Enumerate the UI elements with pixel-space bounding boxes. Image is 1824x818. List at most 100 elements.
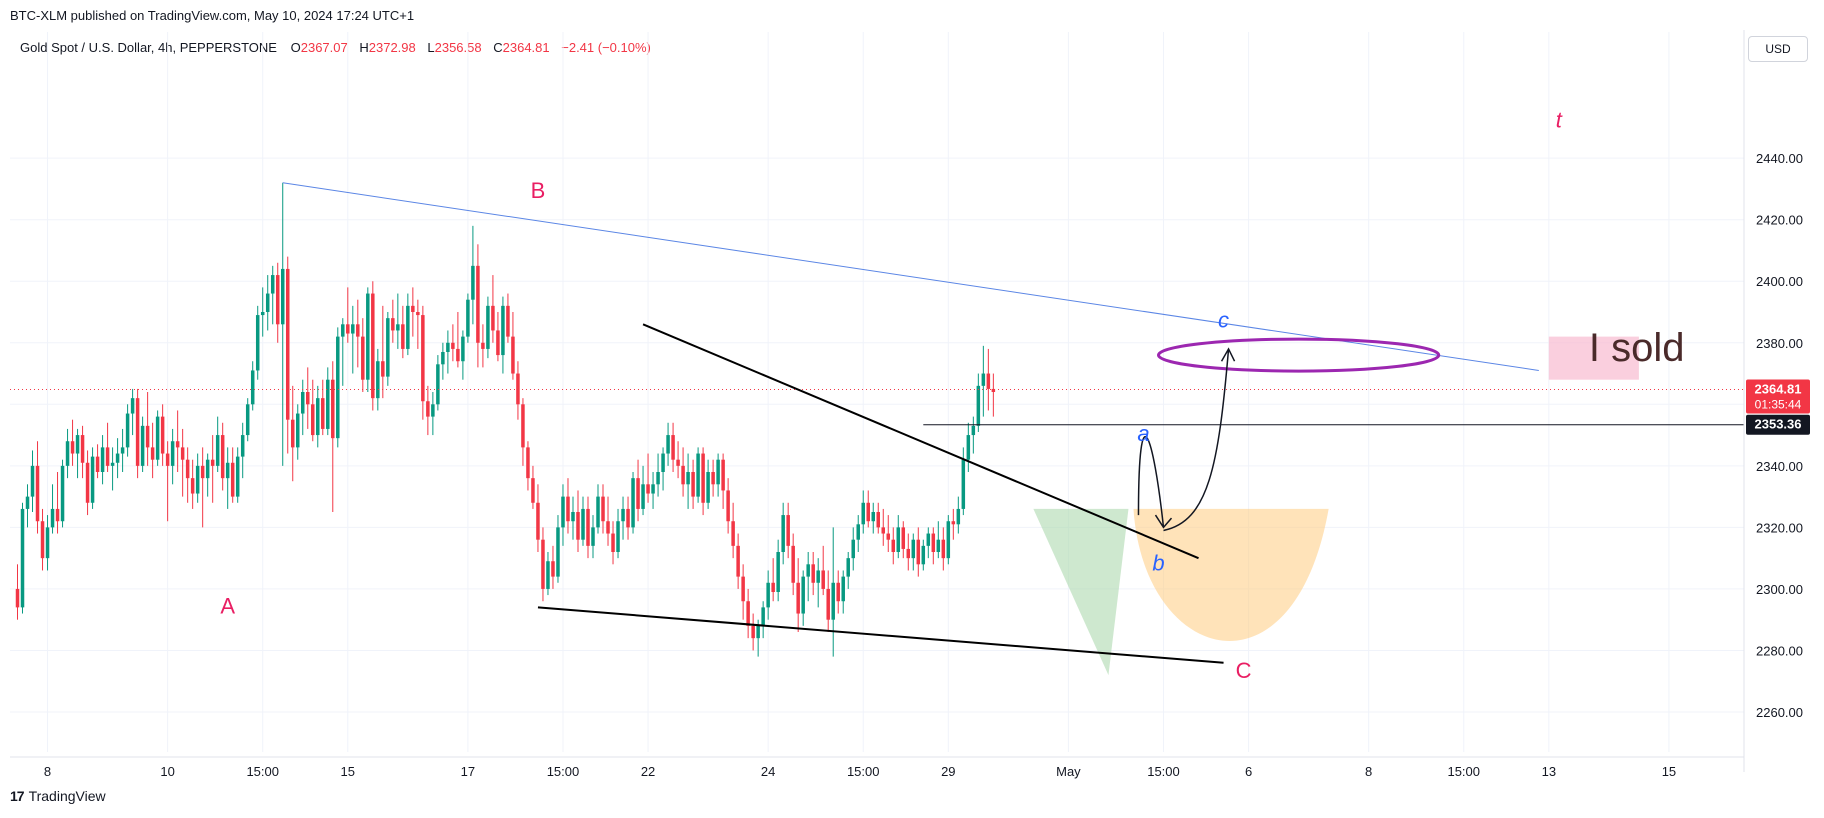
candle-body [961,459,966,509]
candle-body [160,416,165,454]
candle-body [606,521,610,534]
candle-body [175,441,180,448]
candle-body [55,508,60,522]
y-tick-label: 2380.00 [1756,336,1803,351]
candle-body [576,512,580,540]
tradingview-logo[interactable]: 17 TradingView [10,788,106,804]
candle-body [621,508,625,522]
candle-body [796,582,800,614]
annotation-label: t [1556,107,1563,132]
wave-arrow-a-b [1137,436,1165,528]
candle-body [486,305,490,349]
y-tick-label: 2260.00 [1756,705,1803,720]
candle-body [456,348,460,362]
candle-body [846,558,850,577]
candle-body [431,404,435,417]
candle-body [65,441,70,466]
candle-body [651,484,655,494]
candle-body [280,268,285,325]
candle-body [155,416,160,460]
candle-body [936,539,941,552]
candle-body [951,521,956,525]
candle-body [426,401,430,417]
candle-body [406,305,410,349]
candle-body [150,447,155,460]
candle-body [371,293,375,399]
candle-body [45,527,50,559]
candle-body [806,564,810,577]
candle-body [381,361,385,377]
x-tick-label: May [1056,764,1081,779]
candle-body [856,524,860,540]
candle-body [706,472,710,503]
candle-body [546,561,550,589]
candle-body [471,265,475,300]
candle-body [70,441,75,454]
candle-body [105,447,110,466]
candle-body [886,533,891,540]
publisher-line: BTC-XLM published on TradingView.com, Ma… [10,8,415,23]
candle-body [195,465,200,494]
candle-body [881,527,886,534]
candle-body [165,453,170,466]
annotations: A B Ca b c t I sold [220,107,1684,683]
candle-body [125,413,130,448]
candle-body [601,496,605,522]
candle-body [140,425,145,466]
candle-body [290,419,295,448]
currency-button[interactable]: USD [1748,36,1808,62]
candle-body [626,508,630,528]
resistance-ellipse [1156,337,1441,373]
candle-body [361,336,365,380]
tradingview-logo-text: TradingView [28,788,106,804]
candle-body [200,465,205,479]
candle-body [346,324,350,334]
arrowhead-down-icon [1154,514,1173,529]
x-tick-label: 15:00 [1447,764,1480,779]
candle-body [966,435,971,460]
candle-body [35,465,40,522]
candle-body [871,512,875,522]
x-tick-label: 6 [1245,764,1252,779]
symbol-name[interactable]: Gold Spot / U.S. Dollar, 4h, PEPPERSTONE [20,40,277,55]
candle-body [245,404,250,436]
candle-body [666,435,670,454]
y-tick-label: 2420.00 [1756,213,1803,228]
candle-body [831,582,835,620]
candle-body [205,459,210,479]
candle-body [896,527,901,552]
candle-body [671,435,675,460]
candle-body [441,352,445,365]
candle-body [561,496,565,528]
axes: 2260.002280.002300.002320.002340.002360.… [10,30,1810,779]
y-tick-label: 2320.00 [1756,520,1803,535]
candle-body [876,512,881,528]
candle-body [401,324,405,349]
annotation-label: I sold [1589,326,1685,370]
candle-body [571,512,575,522]
candle-body [366,293,370,380]
candle-body [761,607,765,626]
x-tick-label: 17 [461,764,475,779]
candle-body [386,318,390,377]
open-value: 2367.07 [300,40,348,55]
candle-body [921,545,926,565]
candle-body [90,456,95,503]
candle-body [496,330,500,356]
candle-body [586,508,590,546]
x-tick-label: 15 [1662,764,1676,779]
candle-body [265,293,270,312]
candle-body [541,539,545,589]
cup-shape [1133,508,1329,641]
candle-body [731,521,735,546]
arrowhead-up-icon [1220,347,1236,362]
candle-body [721,459,725,491]
x-tick-label: 15:00 [1147,764,1180,779]
candle-body [566,496,570,522]
candle-body [736,545,740,577]
candle-body [416,312,420,316]
change-value: −2.41 (−0.10%) [561,40,651,55]
candle-body [60,465,65,522]
price-label-text: 2364.81 [1755,382,1802,397]
